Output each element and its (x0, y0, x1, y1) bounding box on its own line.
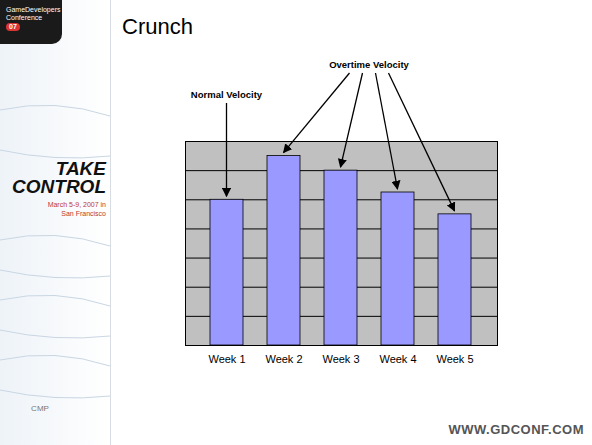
svg-text:Normal Velocity: Normal Velocity (191, 89, 263, 100)
svg-text:Week 2: Week 2 (265, 353, 302, 365)
svg-text:Week 4: Week 4 (379, 353, 416, 365)
svg-text:Week 3: Week 3 (322, 353, 359, 365)
html-text:WWW.GDCONF.COM: WWW.GDCONF.COM (448, 422, 584, 437)
html-text:TAKE: TAKE (55, 158, 106, 179)
html-text:Crunch: Crunch (122, 14, 193, 39)
html-text:07: 07 (9, 23, 17, 30)
html-text:San Francisco: San Francisco (61, 210, 106, 217)
html-text:CONTROL: CONTROL (12, 176, 106, 197)
html-text:GameDevelopers: GameDevelopers (6, 6, 61, 13)
html-text:Conference: Conference (6, 14, 43, 21)
html-text:March 5-9, 2007 in: March 5-9, 2007 in (47, 201, 106, 208)
svg-text:Week 5: Week 5 (436, 353, 473, 365)
html-text:CMP: CMP (31, 404, 49, 413)
svg-text:Overtime Velocity: Overtime Velocity (329, 59, 409, 70)
svg-text:Week 1: Week 1 (208, 353, 245, 365)
